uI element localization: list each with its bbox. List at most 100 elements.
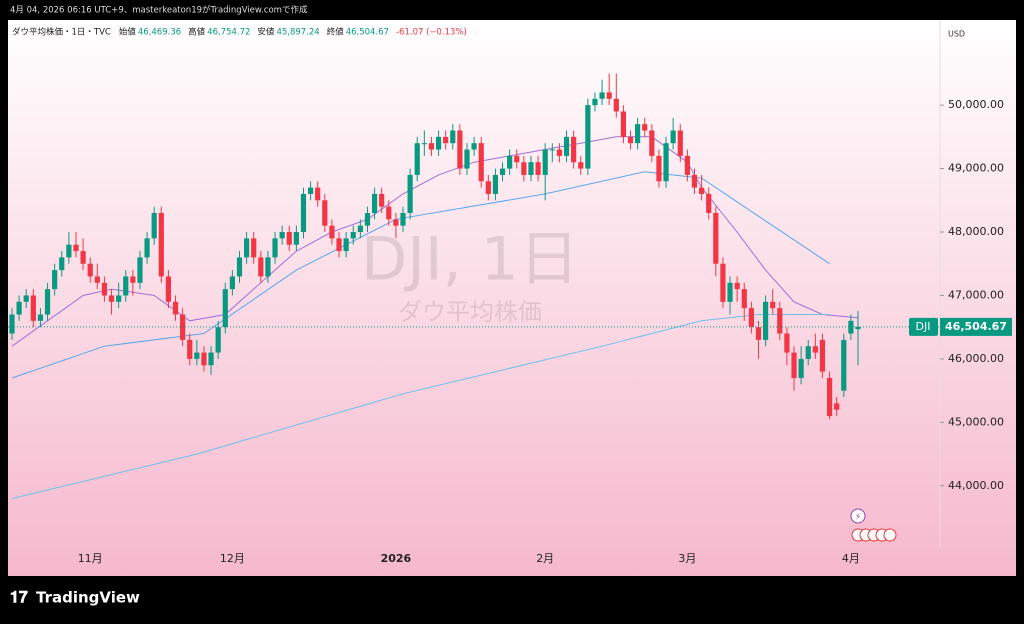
candle-body (542, 149, 548, 175)
candle-body (798, 358, 804, 378)
candle-body (244, 238, 250, 258)
candle-body (236, 257, 243, 277)
candle-body (578, 162, 584, 169)
candle-body (364, 212, 371, 226)
candle-body (826, 377, 833, 417)
candle-body (450, 130, 456, 144)
candle-body (791, 352, 797, 378)
candle-body (371, 193, 378, 213)
candle-body (549, 149, 555, 151)
y-tick-label: 50,000.00 (948, 98, 1004, 111)
candle-body (556, 149, 563, 156)
candle-body (698, 187, 705, 194)
candle-body (9, 314, 15, 334)
candle-body (229, 276, 235, 290)
x-tick-label: 12月 (220, 552, 245, 565)
candle-body (834, 403, 840, 410)
candle-body (379, 193, 385, 207)
legend-label: 安値 (257, 27, 275, 38)
candle-body (691, 174, 698, 188)
candle-body (485, 181, 491, 194)
candle-body (222, 289, 228, 328)
candle-body (471, 143, 477, 150)
candle-body (741, 289, 747, 309)
moving-average (11, 314, 830, 499)
candle-body (606, 92, 612, 99)
event-glyph: ⚡ (855, 513, 861, 523)
candle-body (435, 136, 442, 150)
price-badge-text: 46,504.67 (945, 320, 1007, 333)
candle-body (805, 346, 811, 359)
candle-body (521, 162, 527, 175)
candle-body (734, 282, 740, 290)
candle-body (507, 155, 513, 169)
candle-body (677, 130, 683, 156)
legend-label: 始値 (119, 27, 137, 38)
x-tick-label: 3月 (678, 552, 696, 565)
candle-body (841, 339, 847, 391)
moving-average (11, 136, 859, 347)
candle-body (322, 200, 328, 226)
candle-body (499, 168, 506, 175)
candle-body (748, 308, 754, 328)
y-tick-label: 48,000.00 (948, 225, 1004, 238)
candle-body (144, 238, 150, 258)
legend-value: 46,754.72 (207, 28, 250, 38)
candle-body (116, 295, 122, 302)
candle-body (59, 257, 65, 271)
candle-body (514, 155, 520, 163)
candle-body (571, 136, 577, 163)
candle-body (720, 263, 726, 302)
candle-body (762, 301, 769, 340)
event-icon[interactable] (850, 508, 866, 524)
candle-body (66, 244, 72, 258)
candle-body (649, 130, 655, 156)
candle-body (215, 327, 221, 353)
candle-body (713, 212, 719, 264)
candle-body (37, 314, 44, 321)
x-tick-label: 2月 (536, 552, 554, 565)
candle-body (642, 124, 648, 131)
flag-icons[interactable] (851, 528, 897, 542)
candle-body (87, 263, 93, 277)
x-tick-label: 11月 (78, 552, 103, 565)
candle-body (258, 257, 264, 277)
candle-body (108, 295, 115, 302)
currency: USD (948, 30, 965, 39)
candle-body (848, 320, 854, 334)
candle-body (563, 136, 570, 156)
brand-logo: 𝟏𝟕 (10, 588, 28, 607)
candle-body (350, 232, 356, 239)
legend-symbol: ダウ平均株価・1日・TVC (12, 27, 111, 38)
candle-body (684, 155, 690, 175)
candle-body (315, 187, 321, 201)
plot (8, 73, 940, 499)
symbol-badge-text: DJI (916, 320, 931, 333)
candle-body (123, 276, 129, 296)
candle-body (329, 225, 335, 239)
candle-body (393, 219, 399, 226)
y-tick-label: 47,000.00 (948, 288, 1004, 301)
candle-body (812, 346, 818, 353)
candle-body (585, 105, 591, 169)
legend-label: 高値 (188, 27, 206, 38)
candle-body (357, 225, 363, 233)
candle-body (265, 257, 271, 277)
footer (0, 576, 1024, 620)
candle-body (656, 155, 662, 182)
candle-body (635, 124, 641, 144)
candle-body (457, 130, 463, 169)
candle-body (187, 339, 193, 359)
candle-body (137, 257, 143, 283)
candle-body (627, 136, 634, 144)
candle-body (407, 174, 413, 213)
candle-body (443, 136, 449, 144)
candle-body (613, 98, 619, 112)
y-tick-label: 46,000.00 (948, 352, 1004, 365)
candle-body (208, 352, 214, 366)
candle-body (44, 289, 51, 315)
legend-value: 45,897.24 (276, 28, 319, 38)
candle-body (194, 352, 200, 359)
candle-body (421, 143, 427, 145)
candle-body (599, 92, 605, 99)
